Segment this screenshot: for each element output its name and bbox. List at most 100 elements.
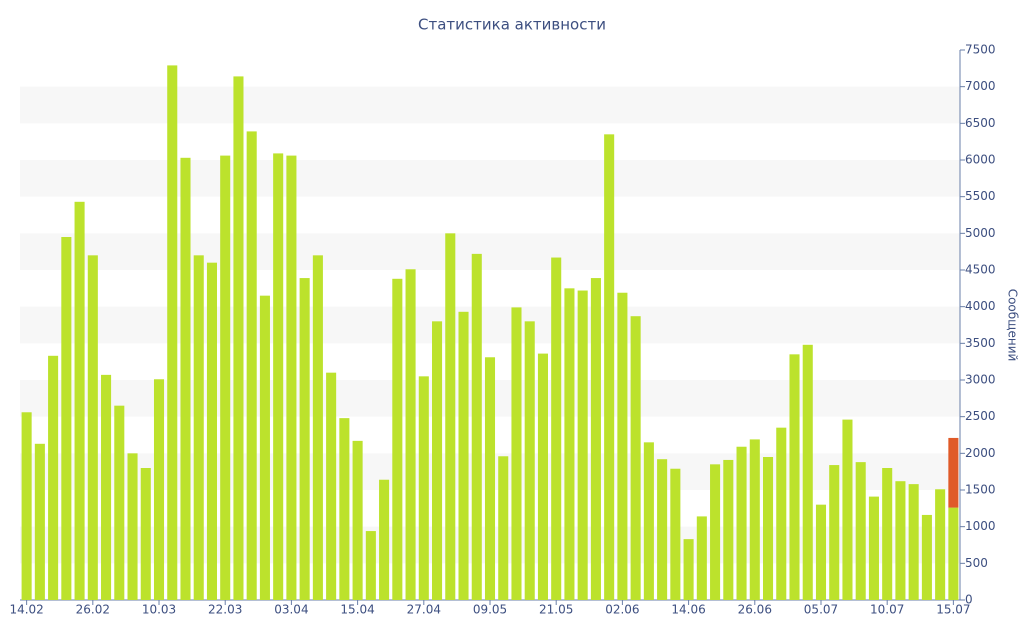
bar [445, 233, 456, 601]
bar [749, 439, 760, 600]
bar [246, 131, 257, 600]
y-tick-label: 2500 [965, 409, 996, 423]
bar [604, 134, 615, 601]
bar [206, 262, 218, 600]
bar [114, 405, 125, 600]
bar [167, 65, 178, 600]
bar [392, 278, 403, 600]
x-tick-label: 14.02 [9, 603, 43, 617]
bar [339, 418, 350, 600]
bar [683, 539, 694, 600]
bar [802, 344, 813, 600]
bar [484, 357, 496, 600]
bar [21, 412, 32, 600]
bar [723, 459, 734, 600]
bar [418, 376, 429, 600]
bar [564, 288, 575, 600]
y-tick-label: 3500 [965, 336, 996, 350]
bar [379, 479, 390, 600]
bar [935, 489, 946, 600]
bar [259, 295, 270, 600]
bar [657, 459, 668, 600]
bar [524, 321, 535, 600]
x-tick-label: 26.06 [738, 603, 772, 617]
x-tick-label: 15.07 [936, 603, 970, 617]
bar [498, 456, 509, 600]
bar [220, 155, 231, 600]
bar [405, 269, 416, 600]
bar [299, 278, 310, 600]
x-tick-label: 09.05 [473, 603, 507, 617]
bar [882, 468, 893, 600]
bar [670, 468, 681, 600]
bar [127, 453, 138, 600]
bar [326, 372, 337, 600]
bar [34, 443, 45, 600]
bar [458, 311, 469, 600]
bar [829, 465, 840, 600]
bar [432, 321, 443, 600]
y-tick-label: 7000 [965, 79, 996, 93]
y-tick-label: 1500 [965, 483, 996, 497]
chart-title: Статистика активности [418, 16, 606, 34]
bar [855, 462, 866, 600]
x-tick-label: 05.07 [804, 603, 838, 617]
bar [590, 278, 601, 600]
bar [736, 446, 747, 600]
bar [789, 354, 800, 600]
bar [948, 437, 959, 508]
bar [762, 457, 774, 600]
y-tick-label: 5500 [965, 189, 996, 203]
bar [48, 355, 59, 600]
bar [471, 253, 482, 600]
grid-band [20, 86, 960, 124]
x-tick-label: 10.03 [142, 603, 176, 617]
x-tick-label: 27.04 [407, 603, 441, 617]
bar [74, 201, 85, 601]
bar [61, 237, 72, 600]
y-tick-label: 6000 [965, 153, 996, 167]
bar [511, 307, 522, 600]
x-tick-label: 03.04 [274, 603, 308, 617]
bar [312, 255, 323, 601]
bar [948, 507, 959, 600]
x-tick-label: 14.06 [671, 603, 705, 617]
bar [908, 484, 919, 600]
bar [551, 257, 562, 600]
bar [87, 255, 98, 601]
bar [273, 153, 284, 600]
y-tick-label: 6500 [965, 116, 996, 130]
y-tick-label: 4500 [965, 263, 996, 277]
bar [895, 481, 906, 600]
y-tick-label: 2000 [965, 446, 996, 460]
y-axis-title: Сообщений [1006, 289, 1020, 362]
bar [617, 292, 628, 600]
bar [815, 504, 827, 600]
y-tick-label: 4000 [965, 299, 996, 313]
x-tick-label: 02.06 [605, 603, 639, 617]
x-tick-label: 15.04 [340, 603, 374, 617]
x-tick-label: 10.07 [870, 603, 904, 617]
y-tick-label: 500 [965, 556, 988, 570]
bar [868, 496, 879, 600]
bar [352, 440, 363, 600]
bar [101, 374, 112, 600]
x-tick-label: 22.03 [208, 603, 242, 617]
bar [193, 255, 204, 601]
bar [153, 379, 165, 600]
bar [577, 290, 588, 600]
bar [776, 427, 787, 600]
bar [921, 514, 932, 600]
bar [140, 468, 151, 600]
x-tick-label: 21.05 [539, 603, 573, 617]
bar [630, 316, 641, 600]
y-tick-label: 1000 [965, 519, 996, 533]
bar [710, 464, 721, 600]
grid-band [20, 160, 960, 197]
x-tick-label: 26.02 [76, 603, 110, 617]
bar [643, 442, 654, 600]
bar [180, 157, 191, 601]
y-tick-label: 0 [965, 593, 973, 607]
bar [286, 155, 297, 600]
